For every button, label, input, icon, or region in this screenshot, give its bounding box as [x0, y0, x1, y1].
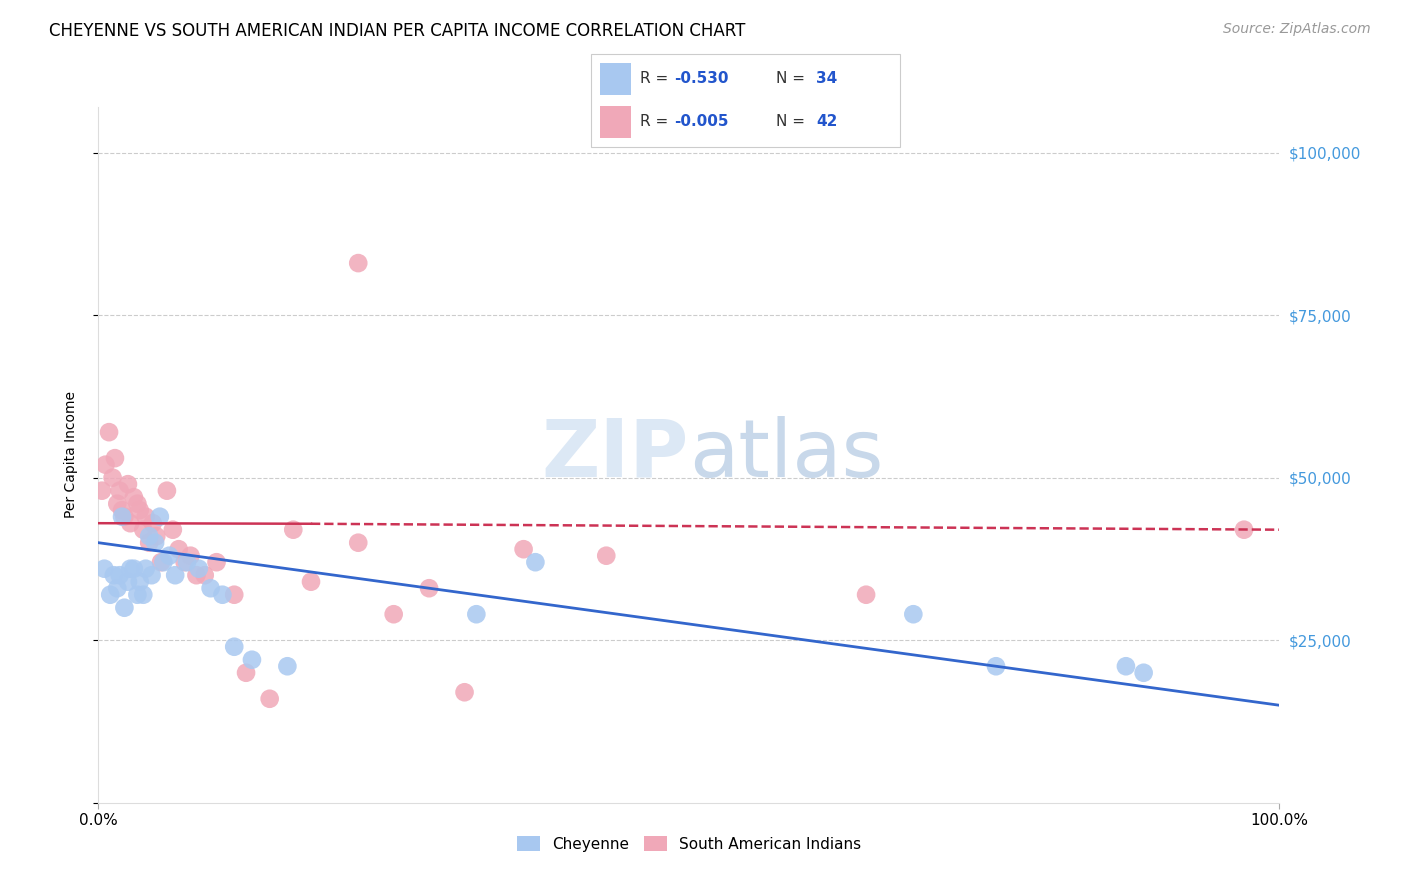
Point: [149, 509, 172, 524]
Point: [855, 588, 877, 602]
Point: [128, 503, 150, 517]
Point: [299, 574, 322, 589]
Point: [145, 529, 167, 543]
Point: [128, 574, 150, 589]
Text: -0.005: -0.005: [673, 114, 728, 129]
Point: [98, 588, 121, 602]
Point: [200, 581, 222, 595]
Point: [138, 529, 160, 543]
Point: [1115, 659, 1137, 673]
Text: R =: R =: [640, 114, 673, 129]
Text: N =: N =: [776, 71, 810, 87]
Point: [283, 523, 305, 537]
Point: [347, 535, 370, 549]
Point: [105, 581, 128, 595]
Point: [132, 588, 155, 602]
Point: [1132, 665, 1154, 680]
Point: [135, 562, 157, 576]
Point: [108, 483, 131, 498]
Point: [120, 562, 142, 576]
Point: [224, 640, 246, 654]
Point: [167, 542, 190, 557]
Point: [122, 562, 145, 576]
Point: [152, 555, 174, 569]
Point: [194, 568, 217, 582]
Bar: [600, 63, 631, 95]
Point: [224, 588, 246, 602]
Point: [187, 562, 209, 576]
Point: [1233, 523, 1256, 537]
Bar: [600, 106, 631, 138]
Point: [138, 535, 160, 549]
Point: [382, 607, 405, 622]
Point: [418, 581, 440, 595]
Point: [162, 523, 184, 537]
Point: [211, 588, 233, 602]
Text: N =: N =: [776, 114, 810, 129]
Point: [595, 549, 617, 563]
Point: [156, 483, 179, 498]
Point: [127, 588, 149, 602]
Point: [117, 574, 139, 589]
Point: [205, 555, 228, 569]
Text: R =: R =: [640, 71, 673, 87]
Point: [180, 549, 202, 563]
Point: [132, 523, 155, 537]
Text: ZIP: ZIP: [541, 416, 689, 494]
Point: [94, 458, 117, 472]
Point: [176, 555, 198, 569]
Point: [453, 685, 475, 699]
Text: Source: ZipAtlas.com: Source: ZipAtlas.com: [1223, 22, 1371, 37]
Point: [122, 490, 145, 504]
Point: [112, 600, 135, 615]
Point: [111, 503, 134, 517]
Point: [104, 451, 127, 466]
Point: [93, 562, 115, 576]
Point: [141, 568, 163, 582]
Point: [465, 607, 488, 622]
Text: 34: 34: [817, 71, 838, 87]
Text: 42: 42: [817, 114, 838, 129]
Point: [112, 509, 135, 524]
Point: [186, 568, 208, 582]
Point: [103, 568, 125, 582]
Point: [903, 607, 925, 622]
Point: [135, 509, 157, 524]
Point: [259, 691, 281, 706]
Point: [524, 555, 547, 569]
Text: atlas: atlas: [689, 416, 883, 494]
Point: [143, 535, 166, 549]
Y-axis label: Per Capita Income: Per Capita Income: [63, 392, 77, 518]
Point: [165, 568, 187, 582]
Point: [150, 555, 173, 569]
Text: -0.530: -0.530: [673, 71, 728, 87]
Point: [111, 509, 134, 524]
Point: [98, 425, 121, 439]
Legend: Cheyenne, South American Indians: Cheyenne, South American Indians: [510, 830, 868, 858]
FancyBboxPatch shape: [591, 54, 900, 147]
Point: [157, 549, 180, 563]
Text: CHEYENNE VS SOUTH AMERICAN INDIAN PER CAPITA INCOME CORRELATION CHART: CHEYENNE VS SOUTH AMERICAN INDIAN PER CA…: [49, 22, 745, 40]
Point: [235, 665, 257, 680]
Point: [120, 516, 142, 531]
Point: [276, 659, 298, 673]
Point: [240, 653, 263, 667]
Point: [984, 659, 1007, 673]
Point: [91, 483, 114, 498]
Point: [173, 555, 195, 569]
Point: [512, 542, 534, 557]
Point: [108, 568, 131, 582]
Point: [142, 516, 165, 531]
Point: [101, 471, 124, 485]
Point: [127, 497, 149, 511]
Point: [347, 256, 370, 270]
Point: [117, 477, 139, 491]
Point: [105, 497, 128, 511]
